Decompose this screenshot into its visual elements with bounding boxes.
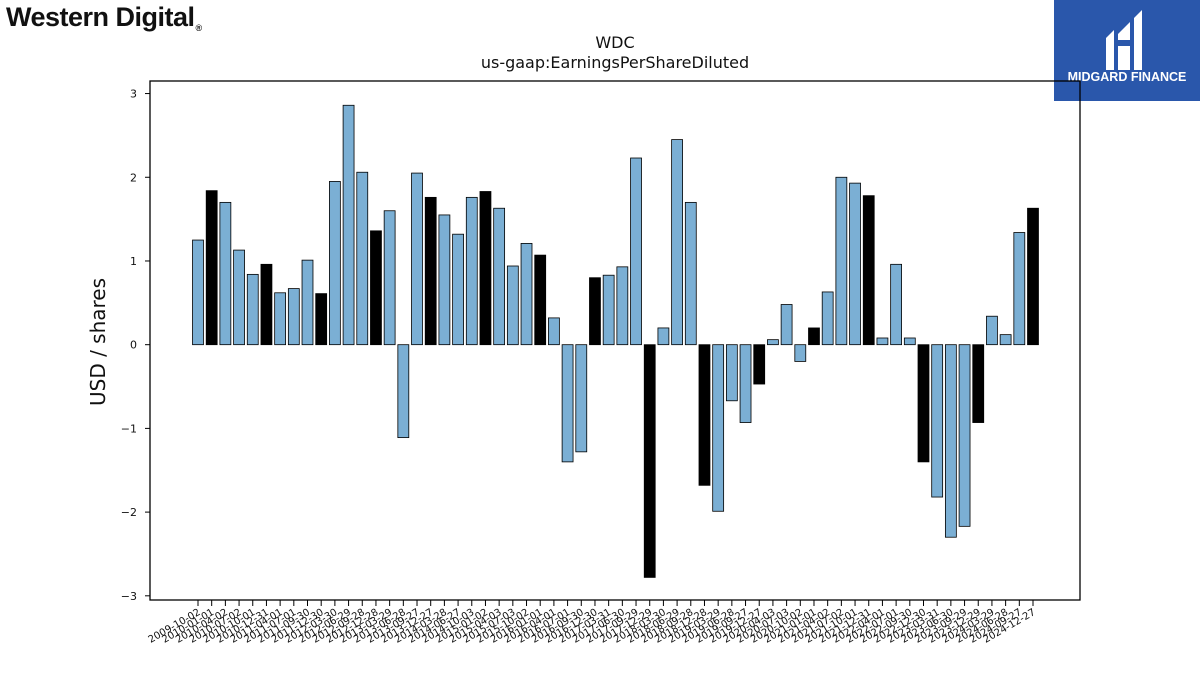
bar-2016-09-30 (575, 344, 588, 453)
bar-2015-04-03 (493, 207, 506, 346)
bar-2015-10-02 (520, 242, 533, 346)
bar-2019-12-27 (753, 344, 766, 385)
y-tick-label: 3 (130, 88, 137, 101)
bar-2022-04-01 (876, 337, 889, 346)
bar-2013-12-27 (424, 196, 437, 346)
bar-2018-12-28 (698, 344, 711, 486)
bar-2015-01-02 (479, 191, 492, 346)
bar-2023-09-29 (958, 344, 971, 527)
bar-2023-06-30 (944, 344, 957, 538)
bar-2024-12-27 (1027, 207, 1039, 346)
y-tick-label: −2 (121, 506, 137, 519)
bar-2020-10-02 (794, 344, 807, 362)
y-tick-label: −3 (121, 590, 137, 603)
midgard-logo-mark-icon (1106, 10, 1142, 70)
bar-2013-03-29 (383, 210, 396, 346)
bar-2010-07-02 (233, 249, 245, 346)
bar-2017-03-31 (602, 274, 615, 346)
bar-2022-07-01 (890, 263, 902, 346)
midgard-logo-text: MIDGARD FINANCE (1068, 70, 1187, 84)
western-digital-logo: Western Digital® (6, 2, 202, 33)
bar-2018-09-28 (684, 201, 697, 346)
bar-2014-10-03 (465, 196, 478, 346)
bar-2013-06-28 (397, 344, 410, 439)
bar-2010-01-01 (205, 190, 218, 346)
bar-2011-09-30 (301, 259, 314, 346)
bar-2019-09-27 (739, 344, 752, 423)
bar-2014-06-27 (452, 233, 464, 346)
bar-2012-09-28 (356, 171, 369, 346)
bar-2018-03-30 (657, 327, 670, 346)
bar-2011-04-01 (274, 292, 287, 346)
bar-2011-07-01 (287, 288, 300, 346)
bar-2021-12-31 (862, 195, 875, 346)
bar-2017-06-30 (616, 266, 629, 346)
y-tick-label: −1 (121, 422, 137, 435)
bar-2021-07-02 (835, 176, 848, 346)
bar-2015-07-03 (506, 265, 519, 346)
y-tick-label: 2 (130, 171, 137, 184)
bar-2017-09-29 (630, 157, 642, 346)
bar-2019-03-29 (712, 344, 725, 512)
bar-2019-06-28 (725, 344, 738, 402)
bar-2021-04-02 (821, 291, 834, 346)
y-tick-label: 1 (130, 255, 137, 268)
bar-2020-04-03 (767, 339, 779, 346)
bar-2024-06-28 (999, 334, 1012, 346)
bar-2023-12-29 (972, 344, 985, 423)
bar-2022-12-30 (917, 344, 930, 463)
bar-2016-01-01 (534, 254, 547, 346)
bar-2016-04-01 (548, 317, 560, 346)
bar-2023-03-31 (931, 344, 944, 498)
bar-2016-12-30 (589, 277, 601, 346)
bar-2013-09-27 (411, 172, 423, 346)
plot-area-frame (149, 80, 1081, 601)
bar-2012-12-28 (370, 230, 382, 346)
bar-2011-12-30 (315, 293, 328, 346)
y-axis-ticks: −3 −2 −1 0 1 2 3 (121, 88, 150, 603)
western-digital-logo-text: Western Digital (6, 2, 195, 32)
bar-2021-01-01 (808, 327, 820, 346)
bar-2012-06-29 (342, 104, 355, 346)
bars-group (192, 104, 1039, 578)
bar-2014-03-28 (438, 214, 451, 346)
bar-2024-03-29 (986, 315, 998, 346)
bar-2021-10-01 (849, 182, 861, 346)
bar-2012-03-30 (329, 181, 341, 346)
bar-2010-10-01 (246, 273, 259, 346)
bar-2022-09-30 (903, 337, 916, 346)
midgard-finance-logo: MIDGARD FINANCE (1054, 0, 1200, 101)
bar-2024-09-27 (1013, 232, 1026, 346)
bar-2020-07-03 (780, 304, 793, 346)
bar-2016-07-01 (561, 344, 574, 463)
bar-2017-12-29 (643, 344, 656, 578)
bar-2009-10-02 (192, 239, 204, 346)
x-axis-ticks: 2009-10-022010-01-012010-04-022010-07-02… (147, 600, 1038, 646)
y-tick-label: 0 (130, 339, 137, 352)
chart-subtitle: us-gaap:EarningsPerShareDiluted (481, 53, 749, 72)
y-axis-label: USD / shares (86, 278, 110, 406)
bar-2010-04-02 (219, 201, 232, 346)
bar-2018-06-29 (671, 139, 683, 346)
trademark-symbol: ® (195, 23, 203, 33)
chart-title: WDC (595, 33, 634, 52)
bar-2010-12-31 (260, 263, 273, 346)
